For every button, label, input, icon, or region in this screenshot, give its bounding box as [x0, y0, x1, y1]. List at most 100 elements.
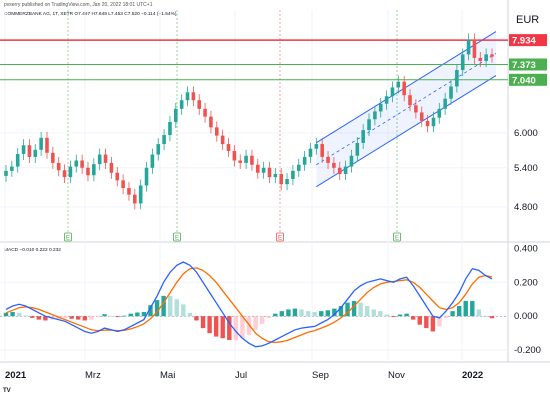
candle-body-35 — [209, 116, 213, 128]
macd-histogram-bar-3 — [23, 315, 28, 317]
candle-body-30 — [179, 100, 184, 109]
tradingview-logo[interactable]: TV — [3, 388, 11, 394]
macd-histogram-bar-61 — [404, 313, 409, 317]
candle-body-52 — [308, 148, 313, 157]
macd-histogram-bar-44 — [292, 308, 298, 317]
event-marker-label-3: E — [395, 236, 399, 242]
macd-histogram-bar-29 — [194, 316, 199, 321]
macd-histogram-bar-39 — [259, 316, 265, 324]
candle-body-43 — [255, 164, 260, 173]
candle-body-82 — [484, 54, 488, 62]
candle-body-6 — [39, 137, 43, 150]
symbol-name: COMMERZBANK AG, 1T, XETR — [4, 12, 74, 17]
candle-body-41 — [244, 155, 248, 163]
candle-body-3 — [21, 145, 26, 154]
candle-body-33 — [197, 100, 202, 109]
macd-histogram-bar-33 — [220, 316, 225, 339]
candle-body-61 — [361, 130, 365, 143]
candle-body-77 — [455, 70, 459, 87]
candle-body-81 — [478, 57, 483, 62]
macd-histogram-bar-57 — [378, 311, 383, 317]
macd-histogram-bar-53 — [351, 300, 357, 317]
candle-body-79 — [466, 39, 471, 55]
time-tick-5: Nov — [388, 370, 405, 381]
macd-histogram-bar-65 — [430, 316, 436, 332]
price-tick-1: 5.400 — [514, 163, 538, 174]
macd-histogram-bar-42 — [279, 311, 285, 317]
channel-mid-line — [316, 53, 497, 166]
candle-body-37 — [220, 135, 225, 145]
candle-body-5 — [33, 149, 38, 157]
macd-histogram-bar-70 — [463, 300, 468, 317]
candle-body-45 — [267, 167, 272, 178]
candle-body-27 — [162, 135, 166, 145]
candle-body-53 — [314, 144, 319, 149]
event-marker-3 — [393, 232, 401, 242]
macd-legend-name: MACD — [4, 248, 19, 253]
macd-tick-3: -0.200 — [514, 345, 541, 356]
macd-histogram-bar-45 — [299, 309, 304, 317]
event-marker-label-2: E — [278, 236, 282, 242]
candle-body-72 — [425, 120, 430, 127]
candle-body-39 — [232, 151, 237, 161]
macd-histogram-bar-26 — [174, 299, 179, 317]
macd-histogram-bar-67 — [443, 316, 449, 318]
published-note: pvserry published on TradingView.com, Ja… — [4, 2, 153, 8]
candle-body-32 — [191, 92, 196, 101]
candle-body-9 — [56, 162, 61, 171]
level-tag-0 — [509, 34, 547, 47]
event-marker-label-1: E — [175, 236, 179, 242]
candle-body-36 — [214, 127, 219, 136]
macd-legend-values: −0.010 0.222 0.232 — [19, 248, 61, 253]
macd-histogram-bar-50 — [332, 308, 337, 317]
time-tick-3: Jul — [235, 370, 247, 381]
candle-body-56 — [332, 162, 336, 168]
candle-body-46 — [273, 173, 278, 178]
candle-body-2 — [15, 153, 20, 167]
candle-body-31 — [185, 92, 190, 101]
candle-body-50 — [296, 164, 301, 171]
candle-body-20 — [121, 180, 125, 189]
currency-label[interactable]: EUR — [516, 14, 540, 26]
time-tick-2: Mai — [160, 370, 175, 381]
macd-histogram-bar-72 — [476, 309, 482, 317]
macd-histogram-bar-27 — [181, 304, 186, 317]
level-tag-2 — [509, 73, 547, 86]
level-tag-1 — [509, 58, 547, 71]
macd-histogram-bar-23 — [154, 300, 160, 317]
macd-histogram-bar-41 — [273, 313, 278, 317]
level-tag-label-1: 7.373 — [512, 60, 536, 71]
macd-histogram-bar-9 — [62, 316, 68, 318]
candle-body-63 — [373, 111, 377, 120]
candle-body-67 — [396, 81, 401, 88]
candle-body-24 — [144, 167, 149, 186]
event-marker-1 — [173, 232, 181, 242]
candle-body-83 — [490, 54, 494, 57]
candle-body-11 — [68, 166, 73, 178]
candle-body-28 — [168, 121, 172, 136]
time-tick-6: 2022 — [462, 370, 483, 381]
event-marker-0 — [64, 232, 72, 242]
candle-body-17 — [103, 154, 108, 163]
time-tick-0: 2021 — [5, 370, 27, 381]
candle-body-7 — [45, 137, 49, 153]
macd-histogram-bar-64 — [424, 316, 429, 329]
macd-histogram-bar-71 — [470, 300, 475, 317]
symbol-line: COMMERZBANK AG, 1T, XETR O7.497 H7.649 L… — [4, 12, 176, 17]
price-tick-2: 6.000 — [514, 128, 538, 139]
candle-body-26 — [156, 144, 161, 155]
macd-tick-2: 0.000 — [514, 311, 538, 322]
candle-body-12 — [74, 160, 79, 167]
candle-body-64 — [378, 103, 383, 112]
macd-histogram-bar-66 — [437, 316, 442, 327]
macd-histogram-bar-55 — [365, 306, 370, 317]
macd-histogram-bar-19 — [128, 313, 133, 317]
candle-body-49 — [291, 170, 295, 180]
candle-body-60 — [355, 142, 360, 156]
candle-body-76 — [449, 86, 453, 99]
channel-upper-line — [316, 31, 497, 144]
candle-body-1 — [10, 166, 14, 171]
price-tick-0: 4.800 — [514, 202, 538, 213]
macd-histogram-bar-5 — [36, 316, 42, 320]
